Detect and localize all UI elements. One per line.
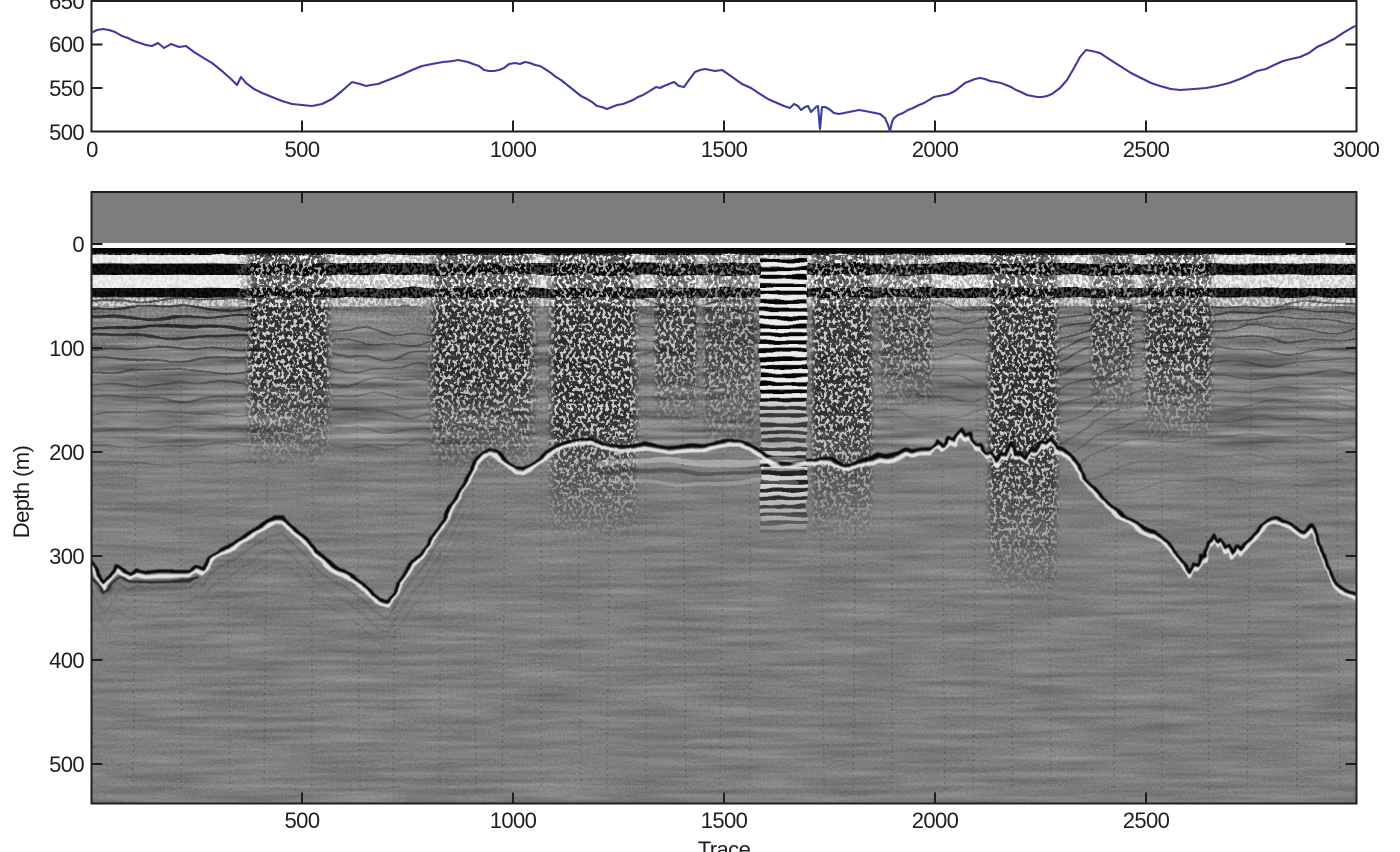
svg-text:500: 500	[49, 752, 84, 777]
svg-text:1500: 1500	[701, 808, 748, 833]
svg-text:2500: 2500	[1123, 137, 1170, 162]
svg-text:2000: 2000	[912, 808, 959, 833]
svg-text:2500: 2500	[1123, 808, 1170, 833]
svg-text:500: 500	[49, 120, 84, 145]
svg-text:1000: 1000	[490, 137, 537, 162]
svg-text:500: 500	[285, 137, 320, 162]
svg-text:Depth (m): Depth (m)	[9, 446, 34, 538]
svg-text:400: 400	[49, 648, 84, 673]
svg-text:2000: 2000	[912, 137, 959, 162]
svg-text:1500: 1500	[701, 137, 748, 162]
svg-text:0: 0	[86, 137, 98, 162]
svg-text:600: 600	[49, 32, 84, 57]
svg-text:1000: 1000	[490, 808, 537, 833]
svg-text:0: 0	[72, 232, 84, 257]
svg-text:650: 650	[49, 0, 84, 14]
svg-text:100: 100	[49, 336, 84, 361]
svg-text:200: 200	[49, 440, 84, 465]
svg-text:3000: 3000	[1333, 137, 1380, 162]
svg-text:Trace: Trace	[698, 837, 751, 852]
svg-text:500: 500	[285, 808, 320, 833]
svg-text:300: 300	[49, 544, 84, 569]
svg-text:550: 550	[49, 76, 84, 101]
